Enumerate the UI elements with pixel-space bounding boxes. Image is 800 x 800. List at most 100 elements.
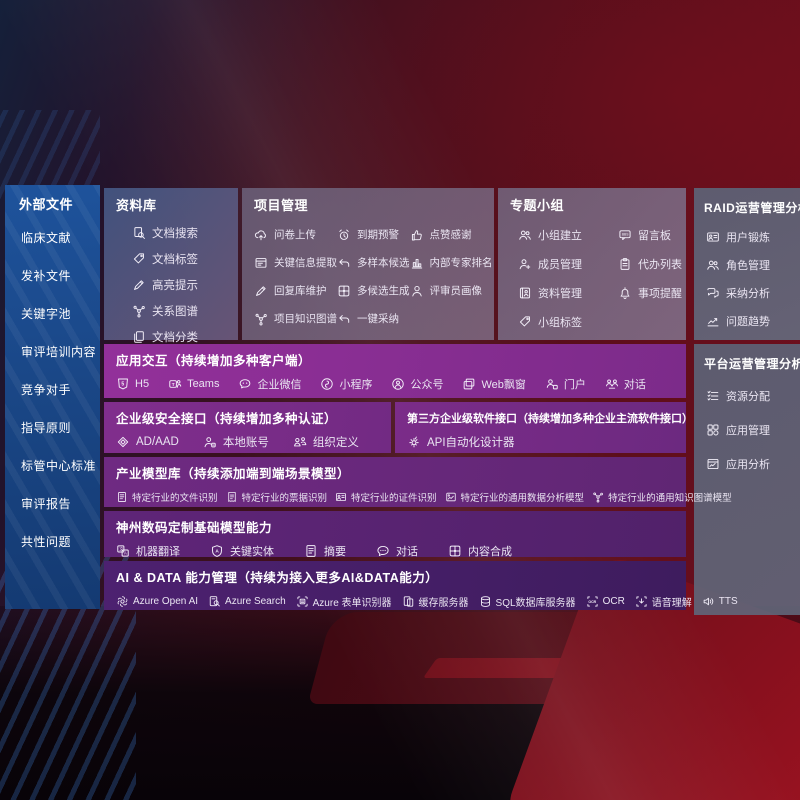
sidebar-item[interactable]: 共性问题 [21, 535, 72, 549]
feature-item[interactable]: 语音理解 [635, 594, 692, 609]
feature-item[interactable]: 关系图谱 [132, 303, 238, 319]
feature-item-label: 问题趋势 [726, 316, 770, 328]
feature-item[interactable]: T Teams [168, 377, 219, 391]
users-icon [518, 228, 532, 242]
sidebar-item[interactable]: 关键字池 [21, 307, 72, 321]
svg-text:5: 5 [121, 382, 124, 388]
feature-item[interactable]: 内容合成 [448, 543, 512, 559]
feature-item[interactable]: API自动化设计器 [407, 434, 515, 450]
feature-item[interactable]: 代办列表 [618, 256, 686, 272]
feature-item[interactable]: 对话 [605, 376, 646, 392]
feature-item[interactable]: 文档标签 [132, 251, 238, 267]
feature-item[interactable]: 角色管理 [706, 257, 800, 273]
platform-analysis-title: 平台运营管理分析 [704, 357, 800, 371]
feature-item[interactable]: 特定行业的通用知识图谱模型 [592, 490, 732, 504]
feature-item[interactable]: 点赞感谢 [410, 227, 493, 242]
sidebar-item[interactable]: 审评报告 [21, 497, 72, 511]
sidebar-item[interactable]: 指导原则 [21, 421, 72, 435]
feature-item[interactable]: 企业微信 [238, 376, 301, 392]
feature-item[interactable]: 多候选生成 [337, 283, 410, 298]
project-management-items: 问卷上传 到期预警 点赞感谢关键信息提取 多样本候选 内部专家排名回复库维护 多候选生成 评… [242, 214, 494, 326]
feature-item[interactable]: 本地账号 [203, 434, 269, 450]
feature-item[interactable]: 用户锻炼 [706, 229, 800, 245]
app-interaction-items: 5 H5 T Teams 企业微信 小程序 公众号 Web飘窗 门户 对话 [116, 376, 674, 392]
feature-item[interactable]: 资源分配 [706, 388, 800, 404]
svg-text:A: A [124, 551, 127, 556]
feature-item[interactable]: Azure Open AI [116, 595, 198, 608]
trend-icon [706, 314, 720, 328]
openai-icon [116, 595, 129, 608]
feature-item[interactable]: 组织定义 [293, 434, 359, 450]
feature-item[interactable]: AD/AAD [116, 435, 179, 449]
webwin-icon [462, 377, 476, 391]
feature-item[interactable]: 特定行业的证件识别 [335, 490, 437, 504]
feature-item[interactable]: 特定行业的文件识别 [116, 490, 218, 504]
feature-item[interactable]: 特定行业的通用数据分析模型 [445, 490, 584, 504]
security-interface-row: 企业级安全接口（持续增加多种认证） AD/AAD 本地账号 组织定义 [104, 402, 391, 453]
feature-item-label: API自动化设计器 [427, 437, 515, 449]
feature-item[interactable]: 门户 [545, 376, 586, 392]
feature-item[interactable]: 特定行业的票据识别 [226, 490, 327, 504]
feature-item[interactable]: 问卷上传 [254, 227, 337, 242]
feature-item[interactable]: 资料管理 [518, 285, 586, 301]
feature-item[interactable]: 一键采纳 [337, 311, 410, 326]
feature-item-label: 关系图谱 [152, 306, 198, 318]
feature-item[interactable]: 问题趋势 [706, 313, 800, 329]
feature-item[interactable]: 应用分析 [706, 456, 800, 472]
feature-item[interactable]: 缓存服务器 [402, 594, 469, 609]
feature-item[interactable]: BBS 留言板 [618, 227, 686, 243]
list-icon [706, 389, 720, 403]
gear-icon [407, 435, 421, 449]
shield-a-icon: A [210, 544, 224, 558]
feature-item[interactable]: 采纳分析 [706, 285, 800, 301]
feature-item-label: 应用管理 [726, 425, 770, 437]
feature-item[interactable]: 关键信息提取 [254, 255, 337, 270]
feature-item[interactable]: 应用管理 [706, 422, 800, 438]
feature-item[interactable]: 多样本候选 [337, 255, 410, 270]
ai-data-title: AI & DATA 能力管理（持续为接入更多AI&DATA能力） [116, 571, 439, 585]
feature-item[interactable]: 事项提醒 [618, 285, 686, 301]
feature-item[interactable]: 文 A 机器翻译 [116, 543, 180, 559]
feature-item[interactable]: Web飘窗 [462, 376, 526, 392]
feature-item[interactable]: 小程序 [320, 376, 372, 392]
feature-item[interactable]: 5 H5 [116, 377, 149, 391]
project-management-title: 项目管理 [254, 198, 309, 213]
sidebar-item[interactable]: 发补文件 [21, 269, 72, 283]
svg-text:文: 文 [119, 546, 123, 552]
mini-icon [320, 377, 334, 391]
sidebar-item[interactable]: 标管中心标准 [21, 459, 97, 473]
feature-item[interactable]: A 关键实体 [210, 543, 274, 559]
sidebar-item[interactable]: 临床文献 [21, 231, 72, 245]
bell-icon [618, 286, 632, 300]
doc-copy-icon [132, 330, 146, 344]
feature-item[interactable]: Azure Search [208, 595, 286, 608]
feature-item[interactable]: TTS [702, 595, 738, 608]
content-grid-icon [448, 544, 462, 558]
feature-item[interactable]: 文档搜索 [132, 225, 238, 241]
feature-item[interactable]: 项目知识图谱 [254, 311, 337, 326]
sidebar-item[interactable]: 竞争对手 [21, 383, 72, 397]
feature-item[interactable]: 成员管理 [518, 256, 586, 272]
sidebar-item[interactable]: 审评培训内容 [21, 345, 97, 359]
feature-item-label: 一键采纳 [357, 313, 399, 325]
feature-item[interactable]: 对话 [376, 543, 418, 559]
feature-item[interactable]: OCR OCR [586, 595, 625, 608]
feature-item-label: 本地账号 [222, 437, 269, 449]
feature-item[interactable]: SQL数据库服务器 [479, 594, 576, 609]
pen-icon [254, 284, 268, 298]
album-icon [518, 286, 532, 300]
feature-item[interactable]: 内部专家排名 [410, 255, 493, 270]
feature-item[interactable]: 回复库维护 [254, 283, 337, 298]
feature-item-label: 评审员画像 [429, 285, 483, 297]
feature-item[interactable]: 评审员画像 [410, 283, 493, 298]
feature-item[interactable]: 高亮提示 [132, 277, 238, 293]
feature-item-label: 用户锻炼 [726, 232, 770, 244]
feature-item[interactable]: Azure 表单识别器 [296, 594, 392, 609]
feature-item[interactable]: 摘要 [304, 543, 346, 559]
feature-item[interactable]: 文档分类 [132, 329, 238, 345]
feature-item[interactable]: 小组标签 [518, 314, 586, 330]
feature-item[interactable]: 小组建立 [518, 227, 586, 243]
feature-item[interactable]: 到期预警 [337, 227, 410, 242]
external-files-panel: 外部文件 临床文献 发补文件 关键字池 审评培训内容 竞争对手 指导原则 标管中心标准 审评报… [5, 185, 100, 609]
feature-item[interactable]: 公众号 [391, 376, 443, 392]
